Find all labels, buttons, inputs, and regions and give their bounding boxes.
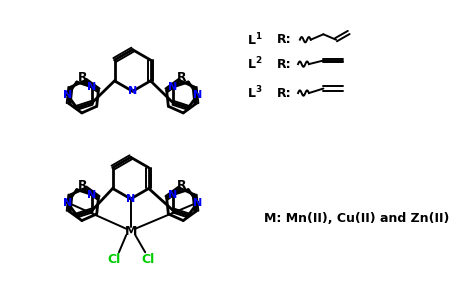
Text: R:: R: bbox=[277, 33, 292, 46]
Text: N: N bbox=[87, 82, 97, 92]
Text: $\mathbf{L^2}$: $\mathbf{L^2}$ bbox=[247, 56, 263, 73]
Text: N: N bbox=[168, 190, 178, 200]
Text: Cl: Cl bbox=[141, 253, 155, 266]
Text: $\mathbf{L^1}$: $\mathbf{L^1}$ bbox=[247, 31, 263, 48]
Text: M: Mn(II), Cu(II) and Zn(II): M: Mn(II), Cu(II) and Zn(II) bbox=[264, 212, 449, 225]
Text: R:: R: bbox=[277, 87, 292, 100]
Text: $\mathbf{L^3}$: $\mathbf{L^3}$ bbox=[247, 85, 263, 101]
Text: R: R bbox=[78, 179, 88, 192]
Text: R:: R: bbox=[277, 57, 292, 71]
Text: R: R bbox=[177, 71, 187, 84]
Text: N: N bbox=[193, 197, 202, 207]
Text: R: R bbox=[78, 71, 88, 84]
Text: N: N bbox=[193, 90, 202, 100]
Text: M: M bbox=[125, 225, 137, 238]
Text: N: N bbox=[126, 194, 136, 204]
Text: Cl: Cl bbox=[108, 253, 121, 266]
Text: N: N bbox=[128, 86, 137, 96]
Text: N: N bbox=[168, 82, 178, 92]
Text: N: N bbox=[63, 90, 72, 100]
Text: N: N bbox=[87, 190, 97, 200]
Text: N: N bbox=[63, 197, 72, 207]
Text: R: R bbox=[177, 179, 187, 192]
